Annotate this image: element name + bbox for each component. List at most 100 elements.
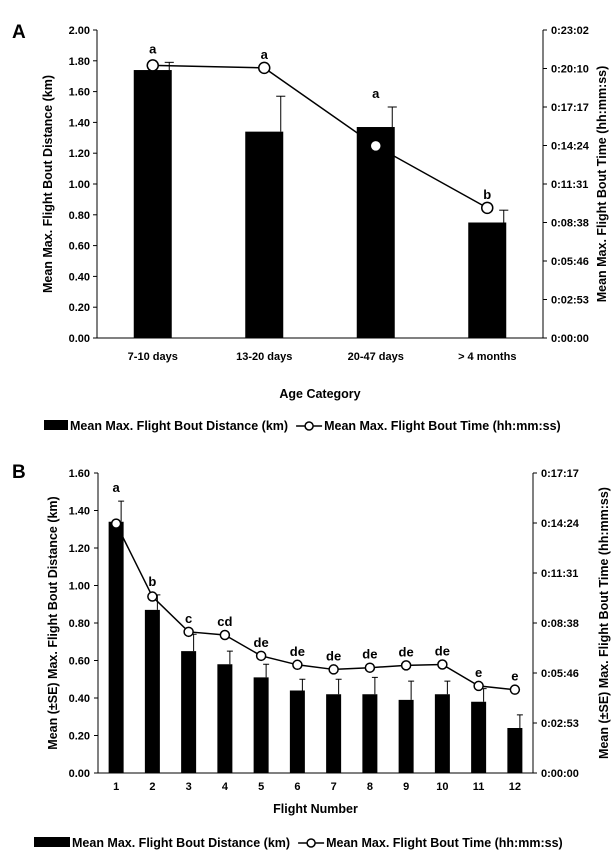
x-tick-label: 1 — [113, 781, 119, 793]
x-tick-label: 8 — [367, 781, 373, 793]
left-tick-label: 1.60 — [69, 87, 90, 99]
right-tick-label: 0:11:31 — [551, 179, 588, 191]
left-tick-label: 2.00 — [69, 25, 90, 37]
left-tick-label: 0.80 — [69, 618, 90, 630]
right-tick-label: 0:05:46 — [541, 668, 579, 680]
left-tick-label: 1.40 — [69, 117, 90, 129]
bar — [326, 694, 342, 773]
bar — [356, 127, 395, 339]
right-tick-label: 0:20:10 — [551, 64, 589, 76]
legend-bar-label: Mean Max. Flight Bout Distance (km) — [70, 419, 288, 433]
right-tick-label: 0:14:24 — [551, 141, 590, 153]
bar — [217, 664, 233, 773]
significance-label: de — [326, 648, 341, 663]
bar — [108, 521, 124, 773]
significance-label: de — [254, 635, 269, 650]
bar — [507, 728, 523, 773]
left-tick-label: 0.80 — [69, 210, 90, 222]
line-marker — [255, 650, 267, 662]
significance-label: de — [362, 647, 377, 662]
significance-label: cd — [217, 614, 232, 629]
right-tick-label: 0:00:00 — [541, 768, 579, 780]
significance-label: a — [372, 86, 380, 101]
x-axis-title: Flight Number — [273, 802, 358, 816]
bar — [468, 222, 507, 338]
left-tick-label: 0.60 — [69, 656, 90, 668]
x-tick-label: 10 — [436, 781, 448, 793]
x-tick-label: 20-47 days — [348, 351, 404, 363]
left-tick-label: 1.20 — [69, 148, 90, 160]
line-marker — [292, 659, 303, 671]
right-tick-label: 0:00:00 — [551, 333, 589, 345]
legend-bar-swatch — [44, 420, 68, 430]
line-marker — [183, 626, 194, 638]
x-tick-label: 2 — [149, 781, 155, 793]
x-tick-label: 9 — [403, 781, 409, 793]
significance-label: a — [113, 480, 121, 495]
legend-line-marker — [304, 421, 314, 431]
right-tick-label: 0:11:31 — [541, 568, 578, 580]
bar — [133, 70, 172, 338]
significance-label: de — [290, 644, 305, 659]
x-tick-label: 4 — [222, 781, 229, 793]
line-marker — [481, 201, 494, 215]
x-tick-label: 12 — [509, 781, 521, 793]
x-tick-label: > 4 months — [458, 351, 516, 363]
significance-label: c — [185, 611, 192, 626]
left-tick-label: 0.00 — [69, 768, 90, 780]
significance-label: de — [435, 644, 450, 659]
x-tick-label: 5 — [258, 781, 264, 793]
line-marker — [364, 662, 376, 673]
right-tick-label: 0:17:17 — [541, 468, 579, 480]
bar — [362, 694, 378, 773]
left-tick-label: 1.40 — [69, 506, 90, 518]
x-tick-label: 3 — [186, 781, 192, 793]
bar — [144, 609, 160, 773]
line-marker — [473, 680, 484, 692]
x-tick-label: 11 — [473, 781, 485, 793]
right-tick-label: 0:05:46 — [551, 256, 589, 268]
line-marker — [219, 629, 231, 641]
significance-label: b — [148, 574, 156, 589]
bar — [245, 131, 284, 338]
left-tick-label: 0.00 — [69, 333, 90, 345]
bar — [253, 677, 269, 773]
right-axis-title: Mean Max. Flight Bout Time (hh:mm:ss) — [595, 66, 609, 303]
left-tick-label: 0.60 — [69, 241, 90, 253]
significance-label: a — [261, 47, 269, 62]
line-marker — [328, 664, 339, 675]
panel-label: B — [12, 462, 26, 483]
bar — [471, 701, 487, 773]
line-series — [152, 64, 488, 209]
legend: Mean Max. Flight Bout Distance (km) Mean … — [44, 419, 561, 433]
line-series — [115, 523, 515, 691]
right-tick-label: 0:23:02 — [551, 25, 589, 37]
left-tick-label: 1.00 — [69, 581, 90, 593]
left-axis-title: Mean Max. Flight Bout Distance (km) — [41, 75, 55, 293]
chart-panel-b: B 0.00 0.20 0.40 0.60 0.80 1.00 1.20 1.40 1.60 0:0… — [12, 462, 611, 850]
bar — [289, 690, 305, 773]
legend-line-label: Mean Max. Flight Bout Time (hh:mm:ss) — [326, 836, 563, 850]
x-axis-title: Age Category — [279, 387, 360, 401]
right-tick-label: 0:14:24 — [541, 518, 580, 530]
x-tick-label: 7-10 days — [128, 351, 178, 363]
left-tick-label: 1.00 — [69, 179, 90, 191]
right-tick-label: 0:02:53 — [541, 718, 579, 730]
left-tick-label: 1.60 — [69, 468, 90, 480]
legend-line-marker — [306, 838, 316, 848]
x-tick-label: 13-20 days — [236, 351, 292, 363]
significance-label: de — [399, 644, 414, 659]
left-tick-label: 1.80 — [69, 56, 90, 68]
significance-label: e — [475, 665, 482, 680]
significance-label: a — [149, 41, 157, 56]
right-tick-label: 0:08:38 — [551, 218, 589, 230]
left-tick-label: 0.40 — [69, 693, 90, 705]
line-marker — [509, 684, 521, 695]
left-axis-title: Mean (±SE) Max. Flight Bout Distance (km… — [46, 496, 60, 749]
significance-label: e — [511, 669, 518, 684]
left-tick-label: 0.20 — [69, 302, 90, 314]
panel-label: A — [12, 22, 26, 43]
left-tick-label: 1.20 — [69, 543, 90, 555]
left-tick-label: 0.20 — [69, 731, 90, 743]
